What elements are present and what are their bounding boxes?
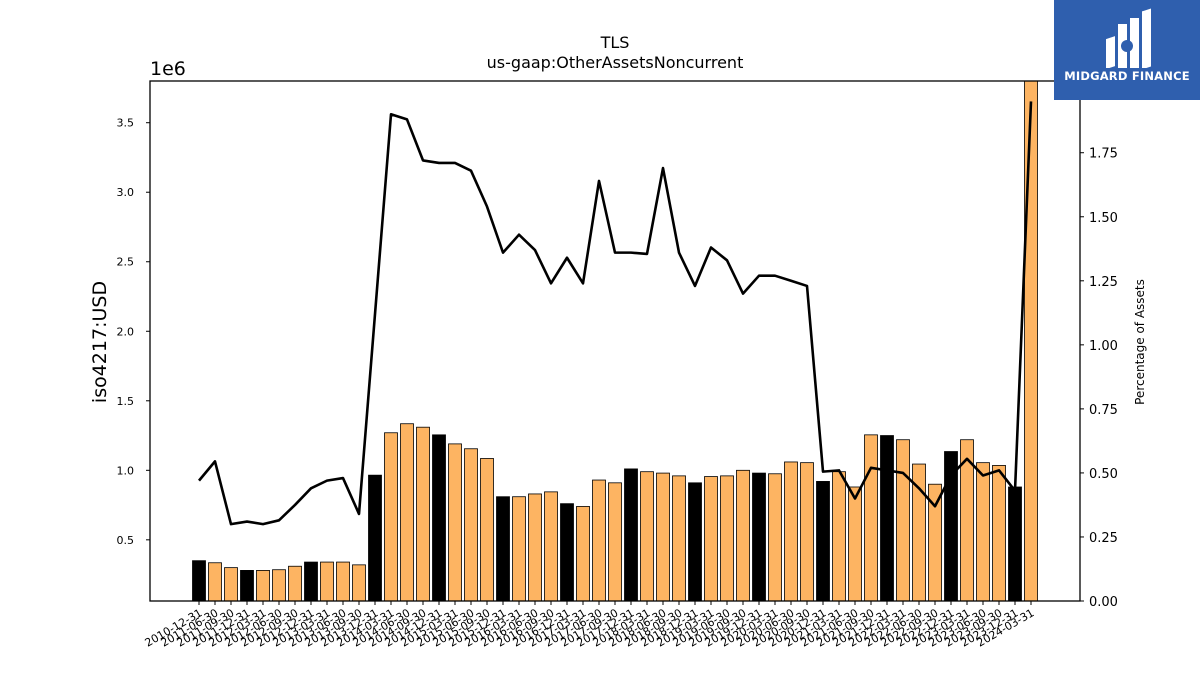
bar	[576, 506, 590, 602]
y-axis-ticks: 0.5 1.0 1.5 2.0 2.5 3.0 3.5	[117, 117, 150, 547]
bar	[592, 479, 606, 602]
bar	[368, 474, 382, 602]
bar	[240, 570, 254, 602]
bar	[704, 476, 718, 602]
bar	[192, 560, 206, 602]
plot-frame	[149, 80, 1081, 602]
bar	[320, 561, 334, 602]
y-tick-label: 3.5	[117, 117, 135, 130]
y-tick-label: 3.0	[117, 186, 135, 199]
y2-tick-label: 1.75	[1089, 147, 1118, 162]
bar	[816, 481, 830, 602]
y-tick-label: 2.0	[117, 325, 135, 338]
bar	[352, 564, 366, 602]
bar	[752, 472, 766, 602]
y2-tick-label: 0.75	[1089, 403, 1118, 418]
x-axis-ticks: 2010-12-312011-06-302011-09-302011-12-31…	[143, 601, 1037, 650]
y2-tick-label: 1.00	[1089, 339, 1118, 354]
bar	[992, 465, 1006, 602]
percentage-line-series	[198, 101, 1033, 526]
y-axis-label: iso4217:USD	[89, 281, 111, 403]
bar	[512, 496, 526, 602]
bar	[224, 567, 238, 602]
bar	[528, 493, 542, 602]
bar	[688, 482, 702, 602]
bar	[416, 426, 430, 602]
bar	[720, 475, 734, 602]
y2-tick-label: 0.00	[1089, 595, 1118, 610]
bar	[784, 461, 798, 602]
bar	[896, 439, 910, 602]
y2-axis-ticks: 0.00 0.25 0.50 0.75 1.00 1.25 1.50 1.75	[1080, 147, 1118, 610]
bar	[400, 423, 414, 602]
bar	[208, 562, 222, 602]
y2-axis-label: Percentage of Assets	[1133, 279, 1147, 405]
y2-tick-label: 1.25	[1089, 275, 1118, 290]
bar	[624, 468, 638, 602]
bar	[560, 503, 574, 602]
bar	[496, 496, 510, 602]
bar	[672, 475, 686, 602]
bar	[768, 473, 782, 602]
bar	[272, 569, 286, 602]
midgard-finance-logo: MIDGARD FINANCE	[1054, 0, 1200, 100]
y-tick-label: 1.5	[117, 395, 135, 408]
bar	[880, 435, 894, 602]
bar	[256, 570, 270, 602]
bar	[976, 462, 990, 602]
chart-title: TLS	[600, 33, 630, 52]
bar	[448, 443, 462, 602]
y-tick-label: 0.5	[117, 534, 135, 547]
percentage-line	[198, 101, 1033, 526]
bar	[384, 432, 398, 602]
bar	[432, 434, 446, 602]
bar	[1008, 486, 1022, 602]
bar	[288, 565, 302, 602]
bar	[480, 458, 494, 602]
bar-series	[192, 80, 1038, 602]
bar	[544, 491, 558, 602]
bar	[656, 472, 670, 602]
bar	[848, 486, 862, 602]
y-tick-label: 2.5	[117, 256, 135, 269]
bar	[1024, 80, 1038, 602]
y-tick-label: 1.0	[117, 464, 135, 477]
bar	[336, 561, 350, 602]
bar	[640, 471, 654, 602]
brand-name: MIDGARD FINANCE	[1064, 69, 1190, 83]
bar	[736, 469, 750, 602]
y2-tick-label: 0.50	[1089, 467, 1118, 482]
y-offset-label: 1e6	[150, 58, 186, 80]
y2-tick-label: 0.25	[1089, 531, 1118, 546]
chart-subtitle: us-gaap:OtherAssetsNoncurrent	[487, 53, 744, 72]
bar	[864, 434, 878, 602]
bar	[800, 462, 814, 602]
bar	[304, 561, 318, 602]
bar	[464, 448, 478, 602]
y2-tick-label: 1.50	[1089, 211, 1118, 226]
bar	[608, 482, 622, 602]
midgard-logo-mark-icon	[1106, 8, 1151, 68]
bar	[832, 471, 846, 602]
